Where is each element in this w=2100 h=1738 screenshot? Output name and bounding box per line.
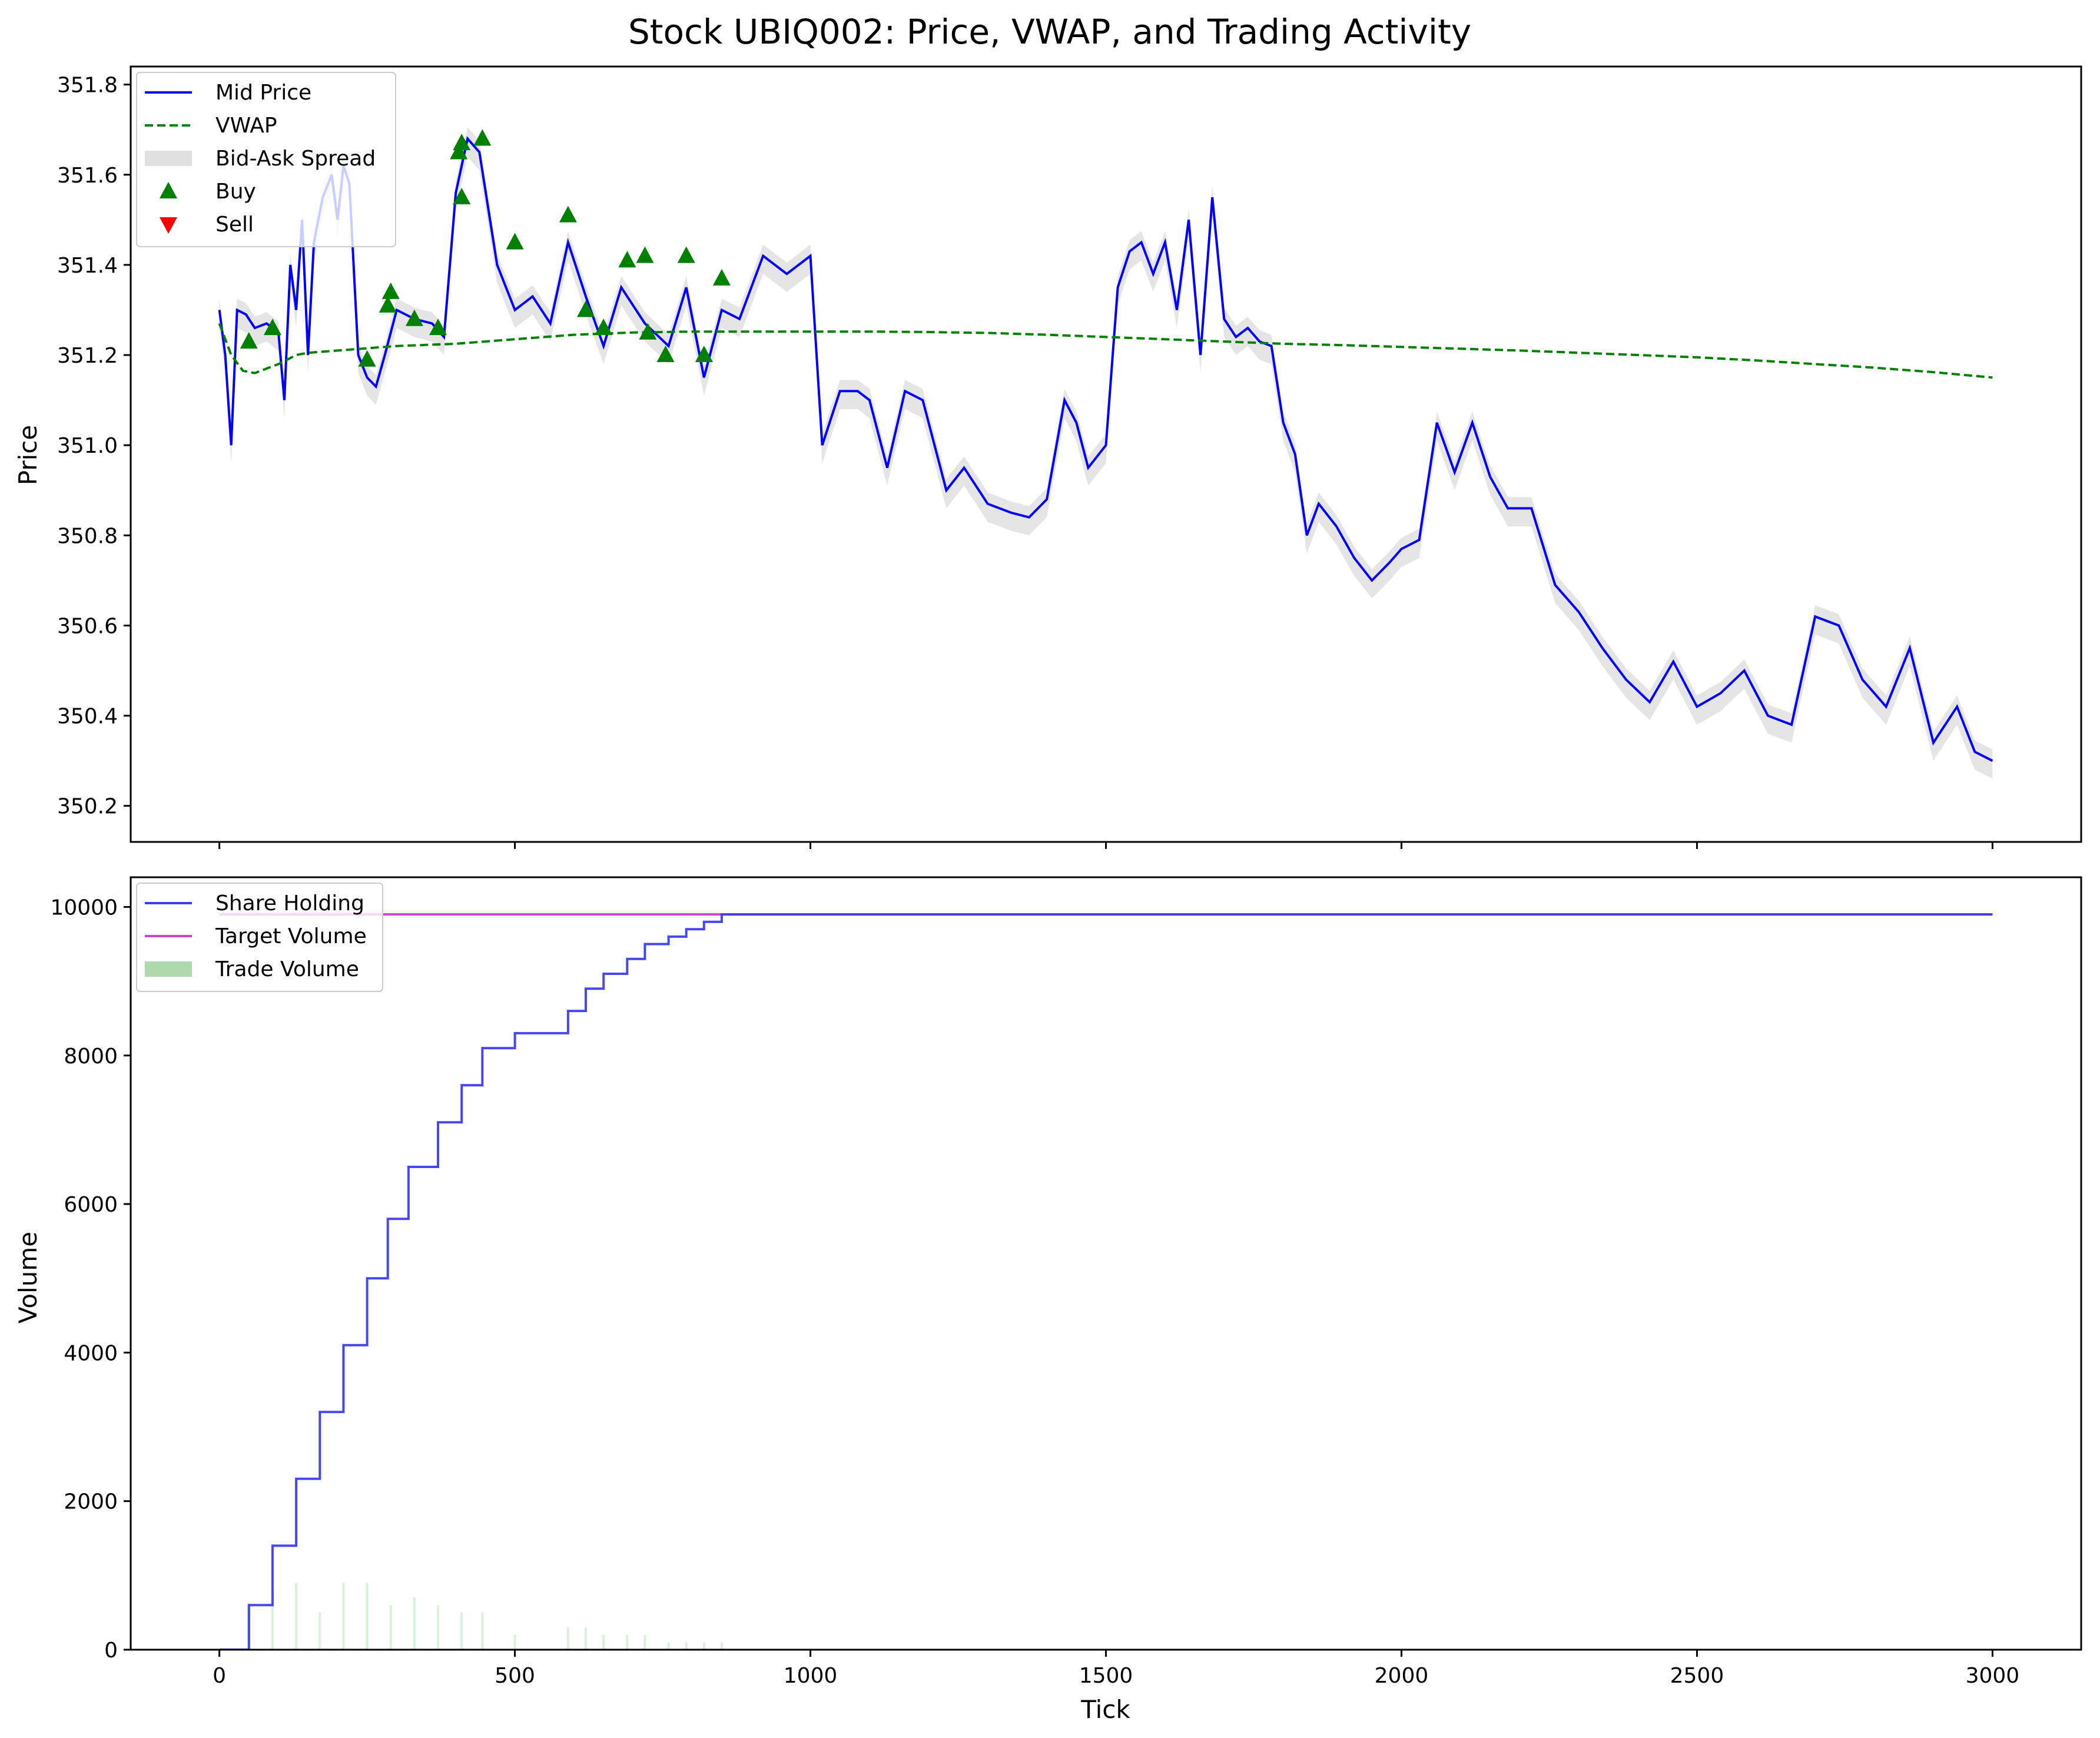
trade-volume-bar <box>685 1642 688 1650</box>
plot-area-0 <box>218 127 1993 779</box>
trade-volume-bar <box>460 1612 463 1650</box>
x-tick-label: 1500 <box>1079 1664 1133 1688</box>
y-tick-label: 350.2 <box>57 795 118 819</box>
legend-sell-handle <box>160 217 177 234</box>
buy-marker <box>577 300 595 317</box>
buy-marker <box>429 319 447 336</box>
buy-marker <box>677 246 695 263</box>
legend-label: Bid-Ask Spread <box>215 147 376 171</box>
legend-label: Mid Price <box>215 81 311 105</box>
y-tick-label: 8000 <box>64 1044 118 1069</box>
legend-box <box>136 72 396 247</box>
price-axis-label: Price <box>14 425 42 485</box>
price-panel: 350.2 350.4 350.6 350.8 351.0 351.2 351.4 351.6… <box>57 65 2082 849</box>
trade-volume-bar <box>626 1634 629 1650</box>
trade-volume-bar <box>319 1612 321 1650</box>
tick-axis-label: Tick <box>1080 1695 1130 1724</box>
x-tick-label: 0 <box>213 1664 226 1688</box>
share-holding-line <box>219 913 1993 1650</box>
y-tick-label: 10000 <box>50 895 118 920</box>
x-tick-label: 3000 <box>1966 1664 2020 1688</box>
x-tick-label: 2500 <box>1670 1664 1724 1688</box>
legend-spread-handle <box>145 151 192 166</box>
legend-box <box>136 883 383 992</box>
buy-marker <box>379 296 397 313</box>
buy-marker <box>405 309 423 326</box>
buy-marker <box>595 319 613 336</box>
trade-volume-bar <box>413 1597 416 1650</box>
trade-volume-bar <box>585 1627 588 1650</box>
legend-label: Buy <box>215 180 256 204</box>
buy-marker <box>636 246 654 263</box>
volume-axis-label: Volume <box>14 1232 42 1324</box>
legend-trade-volume-handle <box>145 961 192 977</box>
legend-label: Target Volume <box>215 924 367 948</box>
buy-marker <box>639 323 657 340</box>
legend-label: VWAP <box>215 114 277 138</box>
volume-panel: 0 2000 4000 6000 8000 10000 0 500 1000 1500 2000 25… <box>50 876 2082 1688</box>
x-tick-label: 500 <box>495 1664 535 1688</box>
axes-frame <box>130 876 2082 1651</box>
y-tick-label: 351.4 <box>57 254 118 278</box>
trade-volume-bar <box>481 1612 484 1650</box>
bid-ask-spread-band <box>219 127 1993 779</box>
plot-area-1 <box>219 913 1993 1650</box>
legend-buy-handle <box>160 182 177 198</box>
y-tick-label: 350.4 <box>57 705 118 729</box>
trade-volume-bar <box>437 1605 440 1650</box>
figure-title: Stock UBIQ002: Price, VWAP, and Trading … <box>628 12 1471 52</box>
trade-volume-bar <box>295 1583 298 1650</box>
legend-label: Sell <box>215 213 254 237</box>
buy-marker <box>695 346 713 363</box>
y-tick-label: 351.2 <box>57 344 118 368</box>
y-tick-label: 351.0 <box>57 434 118 458</box>
buy-marker <box>240 332 258 349</box>
legend-label: Trade Volume <box>215 957 359 981</box>
y-tick-label: 351.8 <box>57 74 118 98</box>
buy-marker <box>559 205 577 223</box>
trade-volume-bar <box>366 1583 369 1650</box>
buy-marker <box>506 233 524 250</box>
trade-volume-bar <box>720 1642 723 1650</box>
trade-volume-bar <box>342 1583 345 1650</box>
buy-marker <box>712 268 731 286</box>
x-tick-label: 1000 <box>784 1664 838 1688</box>
y-tick-label: 350.6 <box>57 614 118 638</box>
y-tick-label: 2000 <box>64 1490 118 1514</box>
y-tick-label: 4000 <box>64 1341 118 1365</box>
buy-marker <box>453 188 471 205</box>
trade-volume-bar <box>667 1642 670 1650</box>
x-tick-label: 2000 <box>1375 1664 1429 1688</box>
trade-volume-bar <box>271 1590 274 1650</box>
buy-marker <box>263 319 281 336</box>
trade-volume-bar <box>702 1642 705 1650</box>
y-tick-label: 6000 <box>64 1193 118 1217</box>
trade-volume-bar <box>566 1627 569 1650</box>
mid-price-line <box>218 136 1993 762</box>
y-tick-label: 0 <box>104 1639 118 1663</box>
vwap-line <box>218 323 1993 379</box>
buy-marker <box>381 282 400 299</box>
trade-volume-bar <box>389 1605 392 1650</box>
buy-marker <box>453 134 471 151</box>
buy-marker <box>473 129 492 146</box>
y-tick-label: 350.8 <box>57 524 118 548</box>
trade-volume-bar <box>602 1634 605 1650</box>
buy-marker <box>618 251 636 268</box>
buy-marker <box>358 350 376 367</box>
buy-marker <box>656 346 675 363</box>
trade-volume-bar <box>513 1634 516 1650</box>
buy-marker <box>450 142 468 160</box>
y-tick-label: 351.6 <box>57 164 118 188</box>
trade-volume-bar <box>643 1634 646 1650</box>
legend-label: Share Holding <box>215 891 364 916</box>
